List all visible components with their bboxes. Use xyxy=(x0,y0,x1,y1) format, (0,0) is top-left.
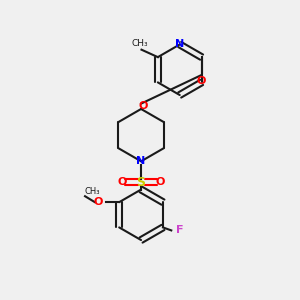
Text: O: O xyxy=(197,76,206,86)
Text: S: S xyxy=(136,176,146,189)
Text: O: O xyxy=(94,197,103,207)
Text: CH₃: CH₃ xyxy=(84,187,100,196)
Text: N: N xyxy=(136,156,146,166)
Text: O: O xyxy=(139,101,148,111)
Text: N: N xyxy=(175,40,184,50)
Text: F: F xyxy=(176,225,184,236)
Text: O: O xyxy=(118,177,127,187)
Text: O: O xyxy=(155,177,164,187)
Text: CH₃: CH₃ xyxy=(132,39,148,48)
